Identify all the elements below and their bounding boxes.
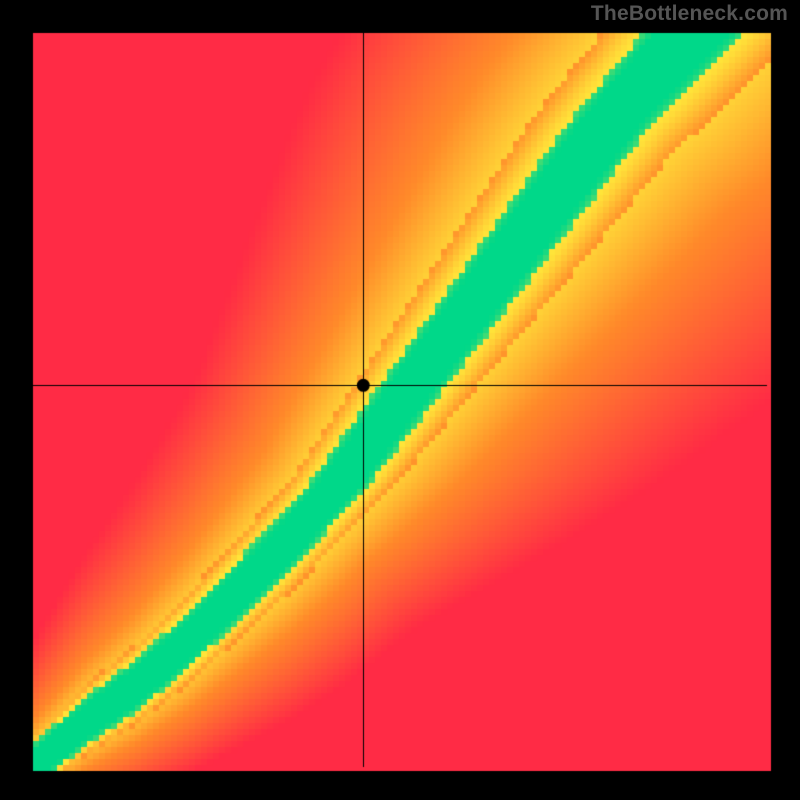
bottleneck-heatmap-canvas [0, 0, 800, 800]
chart-container: TheBottleneck.com [0, 0, 800, 800]
watermark-label: TheBottleneck.com [591, 2, 788, 26]
